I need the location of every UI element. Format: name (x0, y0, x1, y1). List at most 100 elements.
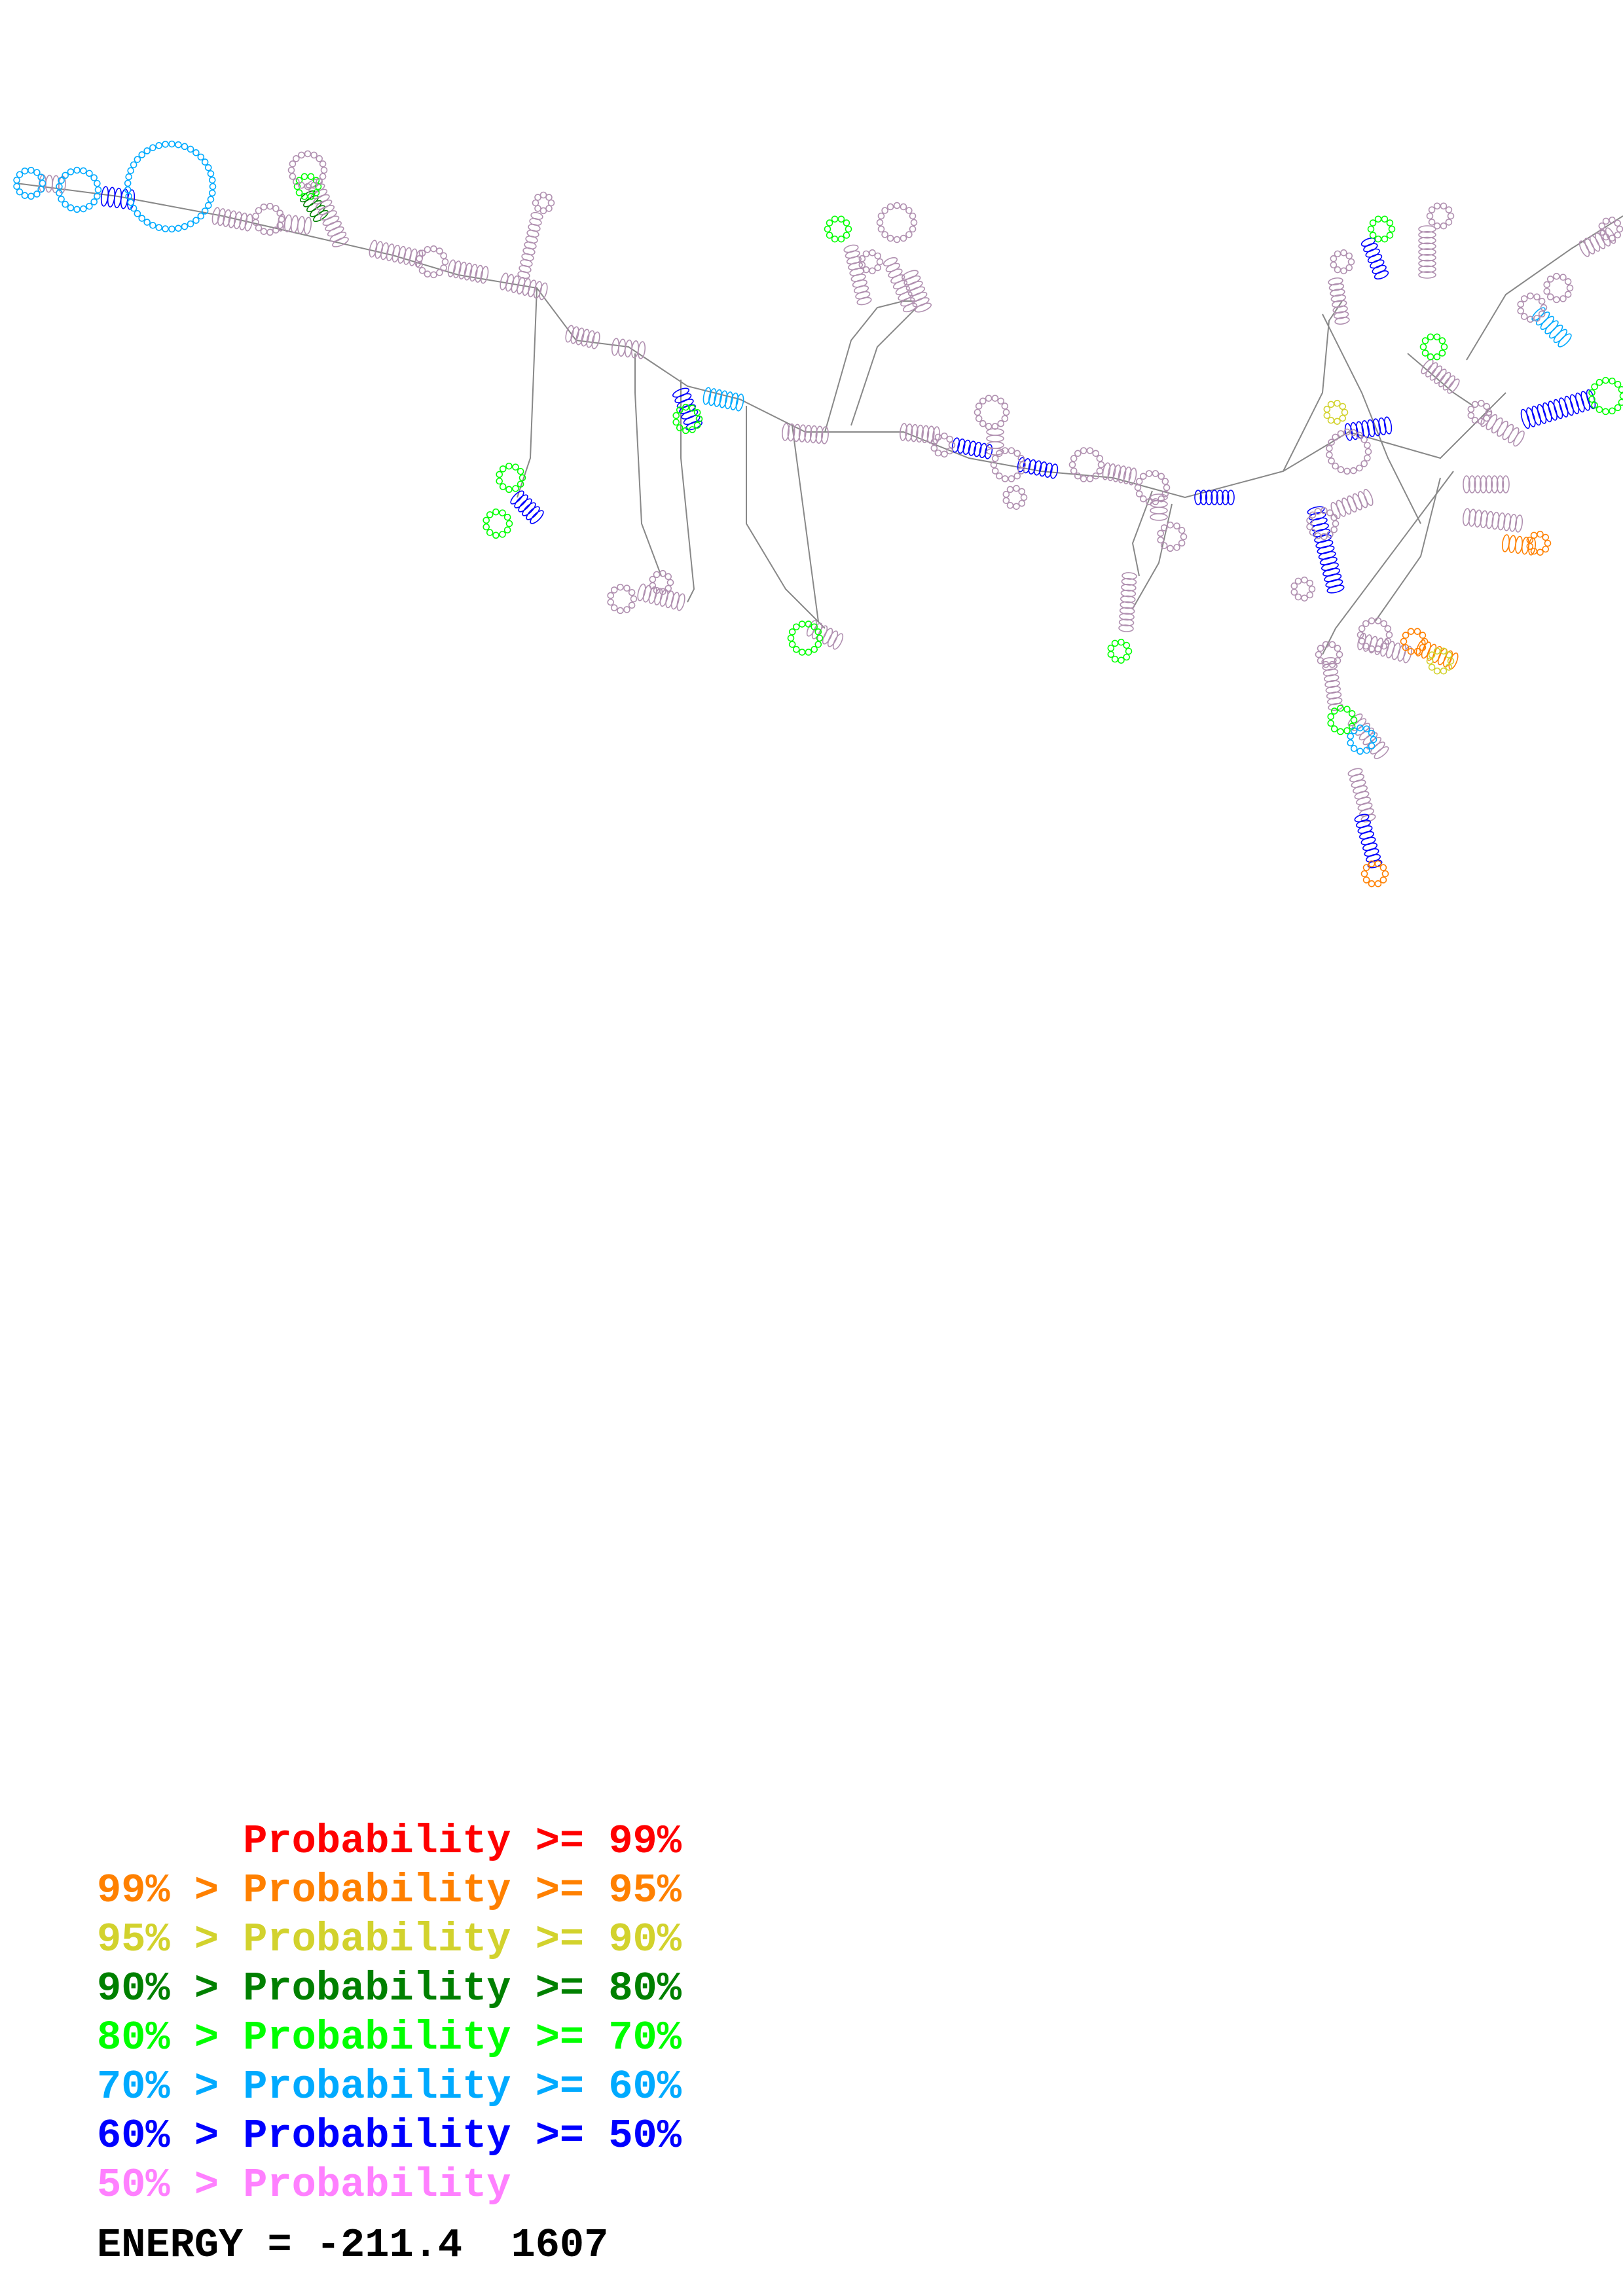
base-pair (926, 425, 935, 444)
nucleotide (1380, 620, 1388, 628)
base-pair (211, 207, 221, 225)
nucleotide (1363, 747, 1370, 754)
nucleotide (1440, 667, 1448, 675)
base-pair (1367, 419, 1376, 437)
base-pair (1362, 842, 1377, 852)
base-pair (905, 423, 913, 442)
nucleotide (1019, 461, 1027, 469)
nucleotide (27, 166, 35, 174)
nucleotide (798, 649, 806, 656)
nucleotide (304, 183, 312, 190)
nucleotide (56, 189, 63, 197)
base-pair (1122, 572, 1137, 580)
nucleotide (312, 189, 320, 196)
nucleotide (436, 247, 443, 255)
base-pair (514, 494, 528, 509)
base-pair (464, 262, 473, 281)
base-pair (986, 448, 1004, 456)
nucleotide (298, 151, 305, 159)
nucleotide (997, 397, 1005, 405)
nucleotide (155, 142, 163, 149)
nucleotide (1364, 448, 1372, 456)
nucleotide (843, 232, 850, 239)
nucleotide (532, 199, 539, 207)
base-pair (804, 425, 812, 443)
rna-loops (13, 140, 1623, 888)
nucleotide (1526, 543, 1534, 550)
nucleotide (168, 140, 175, 148)
nucleotide (1161, 478, 1169, 485)
base-pair (325, 221, 342, 232)
nucleotide (181, 223, 189, 230)
nucleotide (1322, 660, 1330, 668)
nucleotide (1380, 642, 1388, 650)
base-pair (1442, 375, 1455, 391)
nucleotide (831, 235, 839, 243)
base-pair (332, 237, 349, 247)
nucleotide (1158, 473, 1165, 480)
nucleotide (1332, 433, 1339, 441)
base-pair (223, 209, 231, 227)
nucleotide (1356, 431, 1363, 439)
backbone-segment (680, 380, 695, 603)
nucleotide (162, 225, 169, 232)
base-pair (1039, 461, 1048, 477)
nucleotide (62, 171, 69, 179)
nucleotide (1368, 617, 1376, 624)
nucleotide (1530, 547, 1538, 555)
backbone-segment (1283, 300, 1343, 472)
nucleotide (539, 207, 547, 215)
base-pair (730, 392, 739, 410)
nucleotide (289, 173, 297, 180)
nucleotide (1428, 651, 1436, 658)
nucleotide (175, 224, 182, 232)
base-pair (1330, 294, 1346, 302)
nucleotide (418, 266, 426, 274)
nucleotide (877, 212, 885, 220)
nucleotide (1326, 509, 1334, 516)
base-pair (1352, 493, 1362, 511)
nucleotide (881, 231, 888, 238)
nucleotide (187, 145, 194, 153)
nucleotide (1294, 577, 1302, 585)
nucleotide (886, 203, 894, 211)
nucleotide (1471, 416, 1479, 424)
nucleotide (623, 606, 630, 613)
base-pair (1374, 270, 1389, 279)
base-pair (1119, 607, 1135, 615)
nucleotide (499, 483, 507, 490)
base-pair (1418, 230, 1436, 239)
nucleotide (125, 173, 133, 181)
nucleotide (314, 183, 322, 190)
nucleotide (1330, 255, 1338, 262)
base-pair (1150, 507, 1168, 514)
base-pair (1415, 639, 1426, 657)
nucleotide (1413, 628, 1421, 636)
nucleotide (1433, 647, 1441, 655)
base-pair (1033, 460, 1042, 476)
nucleotide (90, 198, 98, 206)
base-pair (1594, 232, 1606, 249)
base-pair (1605, 227, 1616, 244)
base-pair (1355, 723, 1370, 736)
base-pair (1121, 583, 1137, 592)
nucleotide (496, 477, 503, 485)
nucleotide (80, 205, 87, 213)
nucleotide (1160, 524, 1168, 531)
nucleotide (1402, 644, 1410, 651)
base-pair (1328, 277, 1343, 286)
base-pair (907, 286, 926, 296)
base-pair (665, 590, 674, 609)
nucleotide (1330, 725, 1338, 732)
nucleotide (1321, 507, 1328, 514)
base-pair (1344, 423, 1353, 441)
base-pair (1564, 395, 1574, 416)
nucleotide (1357, 631, 1364, 639)
base-pair (374, 241, 384, 259)
nucleotide (208, 189, 216, 197)
nucleotide (192, 217, 200, 224)
base-pair (1317, 545, 1335, 554)
nucleotide (293, 155, 300, 162)
backbone-segment (1322, 314, 1421, 524)
base-pair (1526, 407, 1536, 427)
